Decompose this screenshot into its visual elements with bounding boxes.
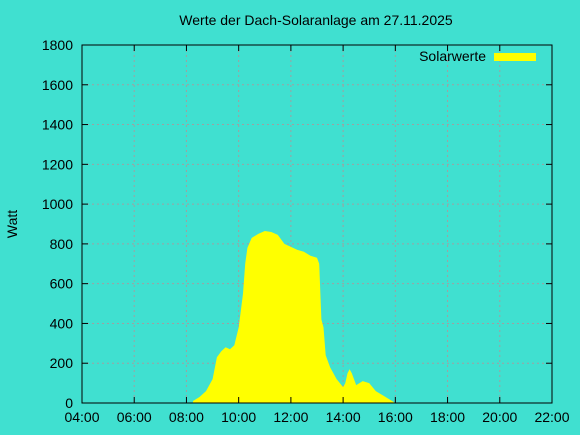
x-tick-label: 08:00	[169, 409, 204, 425]
x-tick-label: 18:00	[430, 409, 465, 425]
y-tick-label: 1600	[42, 77, 73, 93]
y-tick-label: 800	[50, 236, 74, 252]
legend: Solarwerte	[419, 48, 536, 64]
series-area-solarwerte	[192, 231, 396, 403]
x-axis-ticks: 04:00 06:00 08:00 10:00 12:00 14:00 16:00 18:00…	[64, 45, 570, 425]
x-tick-label: 20:00	[482, 409, 517, 425]
x-tick-label: 22:00	[534, 409, 569, 425]
x-tick-label: 10:00	[221, 409, 256, 425]
x-tick-label: 06:00	[117, 409, 152, 425]
y-tick-label: 600	[50, 276, 74, 292]
y-tick-label: 1800	[42, 37, 73, 53]
legend-swatch-solarwerte	[494, 53, 536, 61]
y-tick-label: 400	[50, 315, 74, 331]
x-tick-label: 12:00	[273, 409, 308, 425]
y-tick-label: 1000	[42, 196, 73, 212]
y-tick-label: 200	[50, 355, 74, 371]
chart-title: Werte der Dach-Solaranlage am 27.11.2025	[179, 12, 453, 28]
y-tick-label: 0	[65, 395, 73, 411]
legend-label-solarwerte: Solarwerte	[419, 48, 486, 64]
y-axis-ticks: 0 200 400 600 800 1000 1200 1400 1600 1800	[42, 37, 552, 411]
y-tick-label: 1400	[42, 117, 73, 133]
plot-frame	[81, 44, 553, 404]
y-tick-label: 1200	[42, 156, 73, 172]
x-tick-label: 16:00	[378, 409, 413, 425]
y-axis-label: Watt	[4, 210, 20, 238]
x-tick-label: 04:00	[64, 409, 99, 425]
x-tick-label: 14:00	[326, 409, 361, 425]
